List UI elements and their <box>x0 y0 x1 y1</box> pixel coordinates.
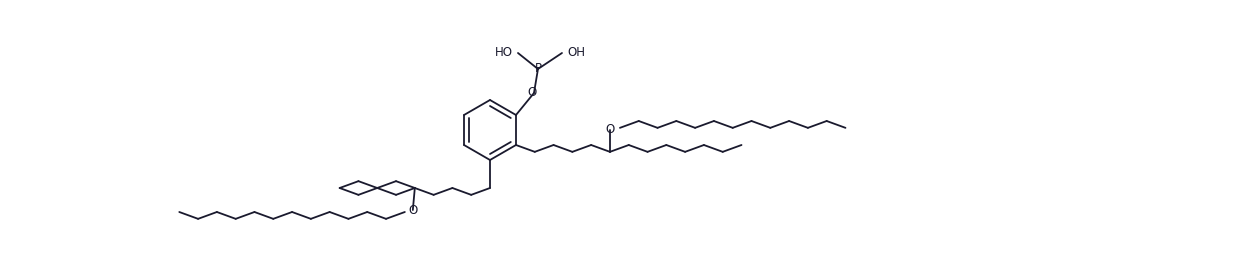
Text: O: O <box>527 86 537 100</box>
Text: P: P <box>535 63 541 76</box>
Text: OH: OH <box>567 45 585 58</box>
Text: O: O <box>408 203 417 217</box>
Text: O: O <box>605 123 615 136</box>
Text: HO: HO <box>495 45 513 58</box>
